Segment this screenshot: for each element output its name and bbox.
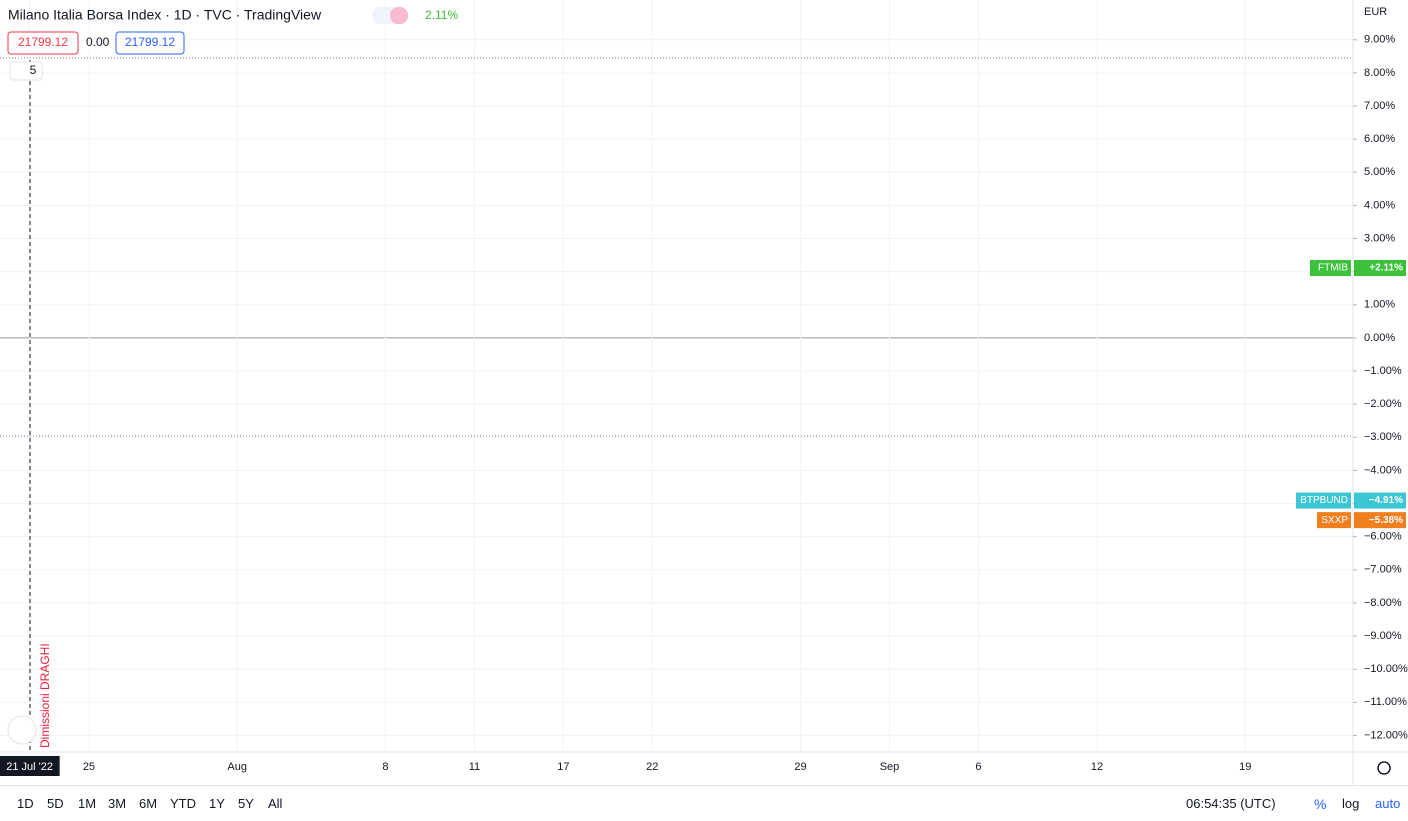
x-tick-label: 19 (1239, 761, 1251, 773)
value-tag-bg (1354, 260, 1406, 277)
series-tag-bg (1317, 512, 1351, 529)
y-tick-label: 7.00% (1364, 100, 1395, 112)
range-button[interactable]: 5D (47, 796, 64, 811)
x-tick-label: Aug (227, 761, 247, 773)
y-tick-label: 9.00% (1364, 34, 1395, 46)
series-tag-bg (1310, 260, 1351, 277)
crosshair-label-bg (0, 756, 60, 776)
annotation: Dimissioni DRAGHI (38, 643, 52, 748)
value-label: −5.38% (1369, 515, 1403, 526)
bid-box (7, 31, 79, 55)
clock[interactable]: 06:54:35 (UTC) (1186, 796, 1276, 811)
x-tick-label: Sep (880, 761, 900, 773)
range-button[interactable]: 1M (78, 796, 97, 811)
x-tick-label: 29 (794, 761, 806, 773)
compare-toggle[interactable] (390, 7, 408, 24)
x-tick-label: 22 (646, 761, 658, 773)
y-tick-label: −8.00% (1364, 597, 1402, 609)
x-tick-label: 21 Jul '22 (6, 761, 53, 773)
y-tick-label: −1.00% (1364, 365, 1402, 377)
range-button[interactable]: 6M (139, 796, 158, 811)
range-button[interactable]: All (268, 796, 283, 811)
y-tick-label: −2.00% (1364, 398, 1402, 410)
indicators-toggle[interactable] (9, 61, 43, 81)
y-tick-label: −12.00% (1364, 729, 1408, 741)
series-tag: SXXP (1321, 515, 1348, 526)
symbol-title: Milano Italia Borsa Index · 1D · TVC · T… (8, 7, 322, 23)
y-tick-label: 8.00% (1364, 67, 1395, 79)
chart: Milano Italia Borsa Index · 1D · TVC · T… (0, 0, 1408, 785)
series-tag: BTPBUND (1300, 495, 1348, 506)
x-tick-label: 11 (469, 761, 480, 773)
settings-icon[interactable] (1377, 761, 1391, 775)
range-button[interactable]: 3M (108, 796, 127, 811)
percent-toggle[interactable]: % (1314, 796, 1327, 812)
y-tick-label: 5.00% (1364, 166, 1395, 178)
value-tag-bg (1354, 512, 1406, 529)
y-tick-label: −9.00% (1364, 630, 1402, 642)
logo[interactable] (7, 715, 37, 745)
x-tick-label: 8 (382, 761, 388, 773)
value-tag-bg (1354, 492, 1406, 509)
ask-box (115, 31, 185, 55)
value-label: +2.11% (1369, 263, 1403, 274)
y-tick-label: 6.00% (1364, 133, 1395, 145)
range-button[interactable]: YTD (170, 796, 196, 811)
y-tick-label: 3.00% (1364, 232, 1395, 244)
value-label: −4.91% (1369, 495, 1403, 506)
y-tick-label: 0.00% (1364, 332, 1395, 344)
y-tick-label: −3.00% (1364, 431, 1402, 443)
range-button[interactable]: 1D (17, 796, 34, 811)
y-tick-label: −11.00% (1364, 696, 1407, 708)
change: 2.11% (425, 8, 458, 22)
y-tick-label: −10.00% (1364, 663, 1408, 675)
bottom-toolbar: 1D 5D 1M 3M 6M YTD 1Y 5Y All 06:54:35 (UTC)% log au… (0, 785, 1408, 821)
bid: 21799.12 (18, 35, 68, 49)
range-button[interactable]: 1Y (209, 796, 225, 811)
y-tick-label: −7.00% (1364, 564, 1402, 576)
log-toggle[interactable]: log (1342, 796, 1360, 811)
y-tick-label: 1.00% (1364, 299, 1395, 311)
auto-toggle[interactable]: auto (1375, 796, 1401, 811)
currency[interactable]: EUR (1364, 6, 1387, 18)
x-tick-label: 25 (83, 761, 95, 773)
spread: 0.00 (86, 35, 110, 49)
series-tag: FTMIB (1318, 263, 1348, 274)
y-tick-label: −4.00% (1364, 464, 1402, 476)
x-tick-label: 6 (975, 761, 981, 773)
x-tick-label: 17 (557, 761, 569, 773)
y-tick-label: 4.00% (1364, 199, 1395, 211)
series-tag-bg (1296, 492, 1351, 509)
ask: 21799.12 (125, 35, 175, 49)
x-tick-label: 12 (1091, 761, 1103, 773)
indicators-count: 5 (30, 63, 37, 77)
range-button[interactable]: 5Y (238, 796, 254, 811)
y-tick-label: −6.00% (1364, 531, 1402, 543)
